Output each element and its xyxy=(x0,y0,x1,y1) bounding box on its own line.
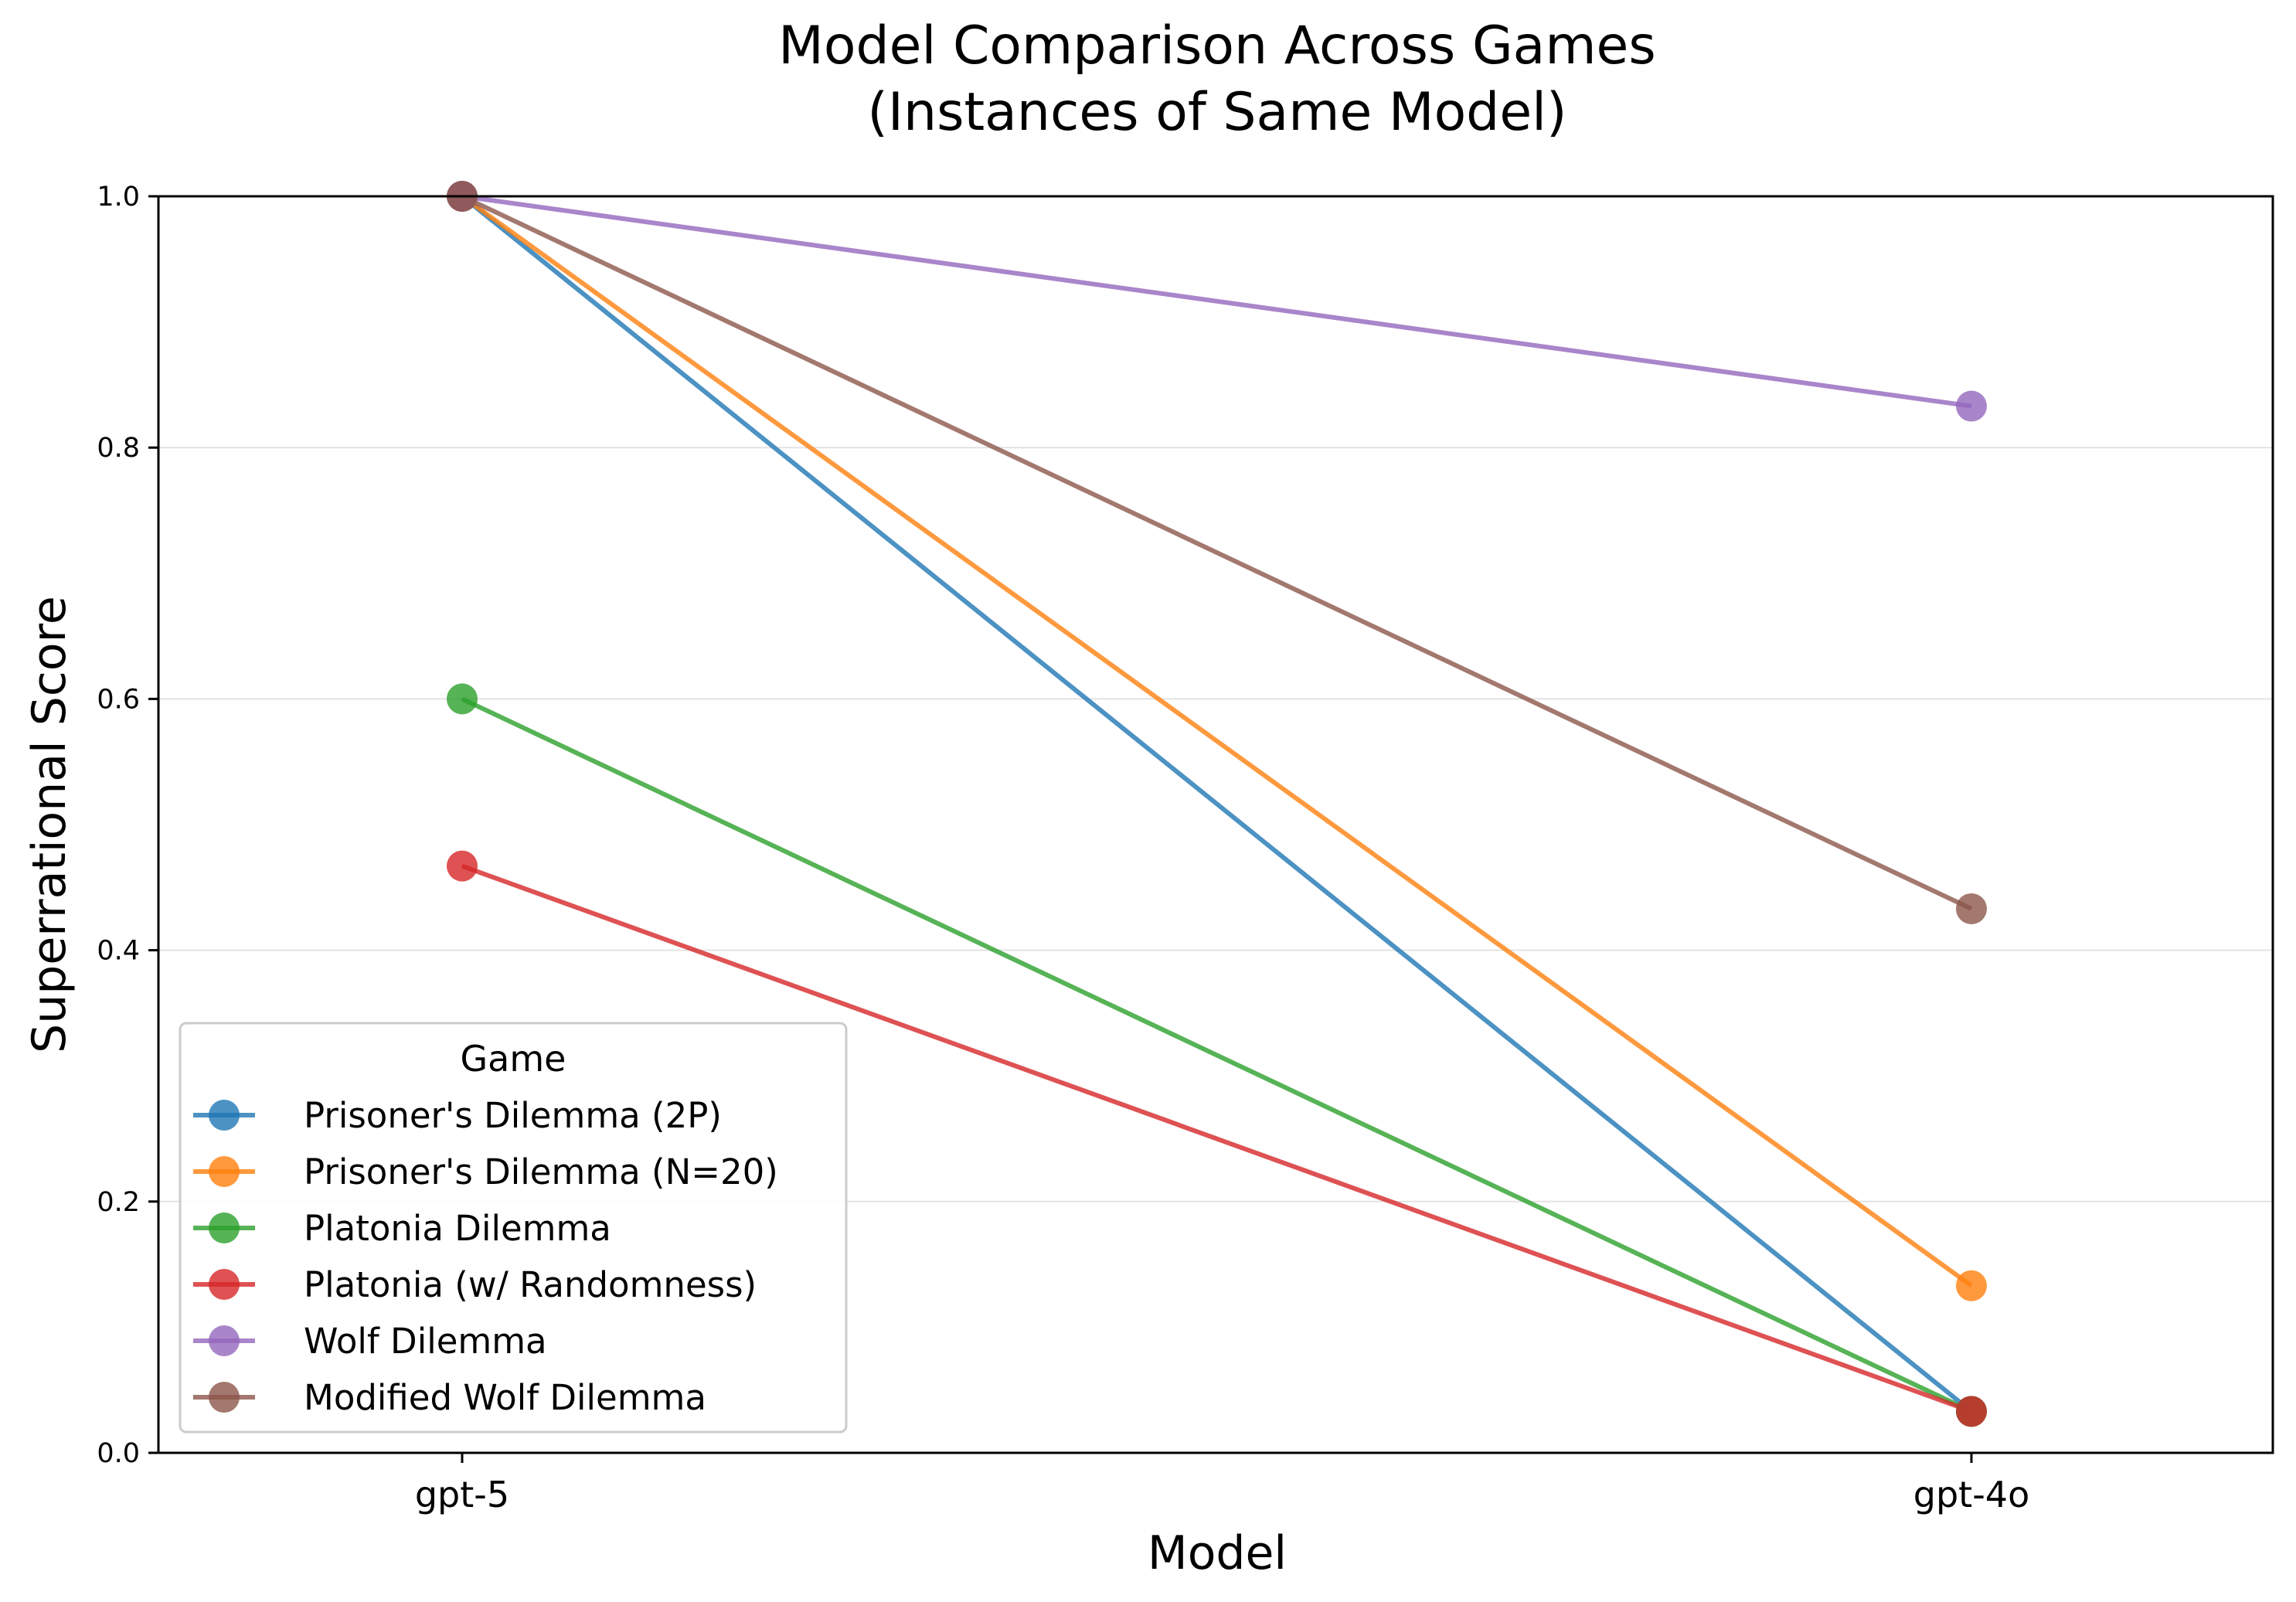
legend-label-4: Wolf Dilemma xyxy=(304,1321,547,1362)
series-line-1 xyxy=(461,194,1973,1288)
legend-marker-0 xyxy=(209,1100,240,1131)
legend-label-1: Prisoner's Dilemma (N=20) xyxy=(304,1151,778,1192)
y-tick-label: 0.6 xyxy=(97,684,140,715)
x-axis: gpt-5 gpt-4o xyxy=(415,1453,2029,1515)
y-axis: 0.0 0.2 0.4 0.6 0.8 1.0 xyxy=(97,182,158,1469)
legend-marker-5 xyxy=(209,1382,240,1413)
legend-items: Prisoner's Dilemma (2P) Prisoner's Dilemm… xyxy=(193,1095,778,1418)
series-line-3 xyxy=(461,863,1973,1414)
data-point-series-4-gpt-4o xyxy=(1956,390,1987,422)
y-axis-label: Superrational Score xyxy=(22,596,77,1053)
legend: Game Prisoner's Dilemma (2P)Prisoner's D… xyxy=(179,1022,848,1434)
series-line-4 xyxy=(461,194,1972,409)
chart-title-line-2: (Instances of Same Model) xyxy=(867,82,1566,143)
y-tick-label: 0.4 xyxy=(97,936,140,967)
y-tick-label: 0.2 xyxy=(97,1187,140,1218)
data-point-series-5-gpt-4o xyxy=(1956,893,1987,924)
series-line-0 xyxy=(461,194,1973,1413)
x-tick-label-gpt-4o: gpt-4o xyxy=(1913,1474,2029,1515)
series-lines xyxy=(461,194,1973,1414)
legend-marker-1 xyxy=(209,1156,240,1187)
plot-area-frame xyxy=(157,195,2274,1454)
data-point-series-3-gpt-5 xyxy=(447,850,478,882)
legend-box xyxy=(179,1022,848,1434)
data-point-series-1-gpt-4o xyxy=(1956,1270,1987,1301)
x-axis-label: Model xyxy=(1148,1526,1287,1580)
legend-label-0: Prisoner's Dilemma (2P) xyxy=(304,1095,722,1136)
chart-title-line-1: Model Comparison Across Games xyxy=(778,15,1656,77)
legend-marker-4 xyxy=(209,1325,240,1356)
series-line-5 xyxy=(461,194,1973,911)
series-line-2 xyxy=(461,696,1973,1414)
gridlines xyxy=(158,447,2273,1202)
y-tick-label: 1.0 xyxy=(97,182,140,213)
legend-marker-2 xyxy=(209,1213,240,1243)
legend-marker-3 xyxy=(209,1269,240,1300)
y-tick-label: 0.8 xyxy=(97,433,140,464)
data-point-series-2-gpt-5 xyxy=(447,683,478,715)
legend-label-2: Platonia Dilemma xyxy=(304,1208,611,1249)
legend-label-5: Modified Wolf Dilemma xyxy=(304,1377,706,1418)
y-tick-label: 0.0 xyxy=(97,1438,140,1469)
x-tick-label-gpt-5: gpt-5 xyxy=(415,1474,509,1515)
legend-label-3: Platonia (w/ Randomness) xyxy=(304,1264,757,1305)
data-point-series-3-gpt-4o xyxy=(1956,1396,1987,1427)
legend-title: Game xyxy=(461,1038,566,1080)
